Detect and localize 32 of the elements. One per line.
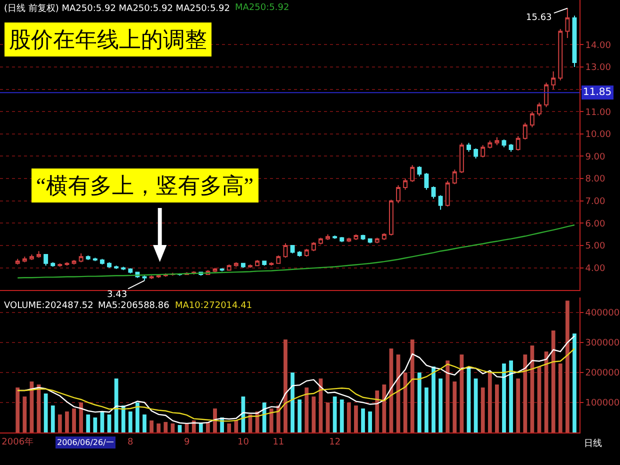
- y-tick-label: 13.00: [585, 63, 612, 74]
- text: MA5:206588.86: [98, 301, 170, 311]
- y-tick-label: 14.00: [585, 40, 612, 51]
- y-tick-label: 5.00: [585, 242, 606, 252]
- y-tick-label: 7.00: [585, 197, 606, 208]
- y-tick-label: 11.00: [585, 108, 612, 118]
- y-tick-label: 8.00: [585, 174, 606, 185]
- y-tick-label: 10.00: [585, 130, 612, 140]
- annotation: 3.43: [107, 290, 128, 300]
- ref-line-label: 11.85: [583, 87, 612, 98]
- y-tick-label: 9.00: [585, 152, 606, 162]
- x-tick-label: 12: [329, 437, 341, 448]
- y-tick-label: 100000: [585, 398, 620, 409]
- text: MA250:5.92: [235, 3, 290, 13]
- x-tick-label: 11: [272, 437, 284, 448]
- y-tick-label: 300000: [585, 338, 620, 349]
- y-tick-label: 6.00: [585, 219, 606, 230]
- y-tick-label: 400000: [585, 308, 620, 319]
- y-tick-label: 200000: [585, 368, 620, 379]
- text: 日线: [584, 438, 602, 449]
- x-tick-label: 10: [237, 437, 250, 448]
- x-tick-label: 9: [184, 437, 190, 448]
- annotation: VOLUME:202487.52: [4, 301, 94, 311]
- annotation: “横有多上，竖有多高”: [36, 173, 254, 198]
- annotation: (日线 前复权) MA250:5.92 MA250:5.92 MA250:5.92: [4, 3, 230, 14]
- text: 2006/06/26/一: [57, 438, 114, 447]
- text: 股价在年线上的调整: [9, 27, 207, 52]
- x-tick-label: 8: [128, 437, 134, 448]
- annotation: 15.63: [526, 13, 552, 23]
- y-tick-label: 4.00: [585, 264, 606, 274]
- text: MA10:272014.41: [175, 301, 252, 311]
- x-tick-label: 2006年: [2, 436, 34, 448]
